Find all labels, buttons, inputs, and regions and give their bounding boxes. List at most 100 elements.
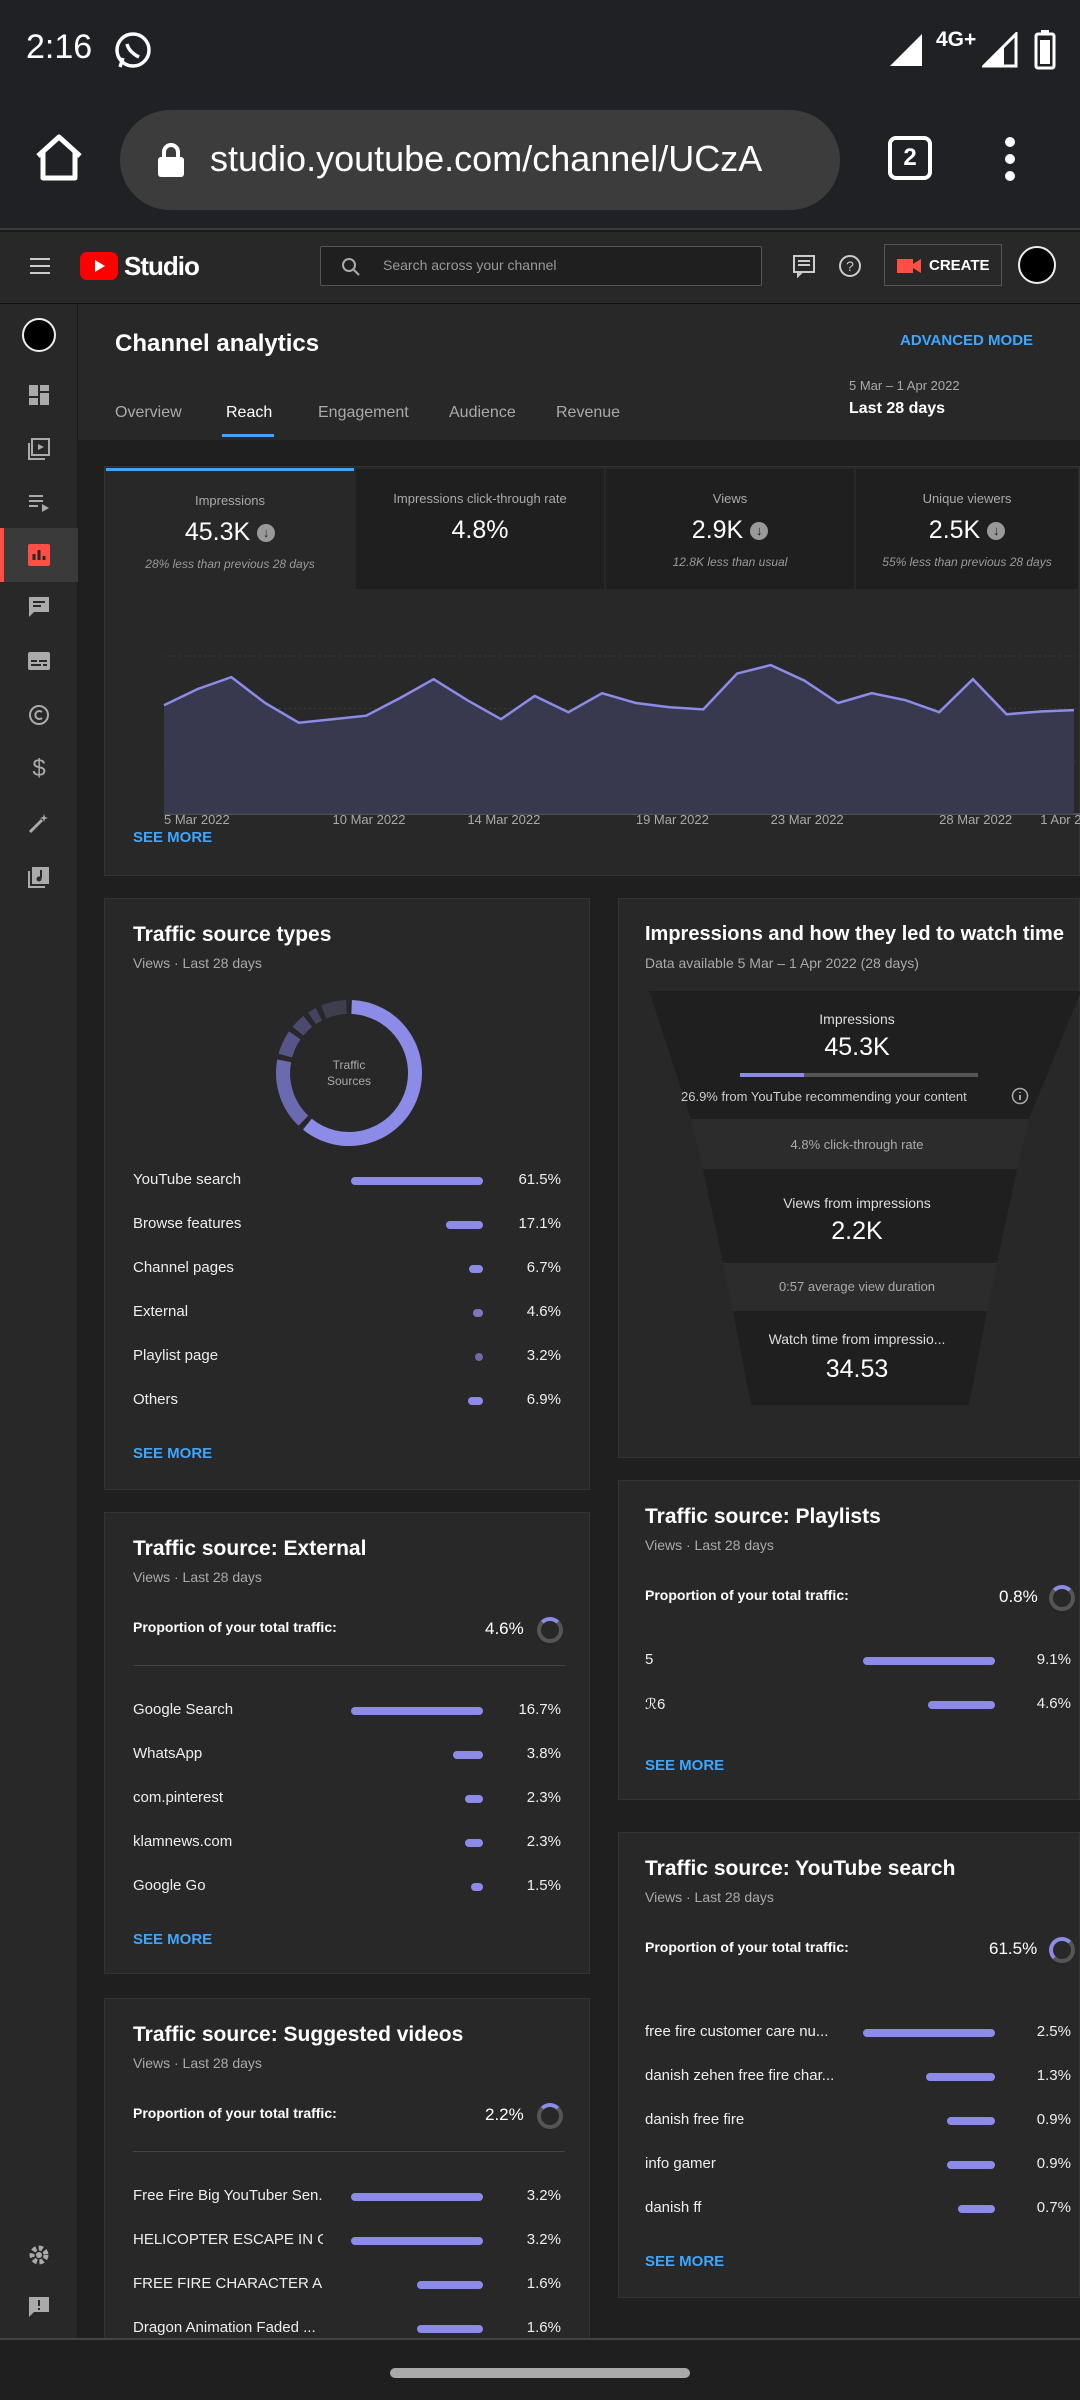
external-source-label[interactable]: WhatsApp bbox=[133, 1745, 203, 1762]
subtitles-icon[interactable] bbox=[22, 644, 56, 678]
browser-toolbar: studio.youtube.com/channel/UCzA 2 bbox=[0, 100, 1080, 230]
traffic-types-see-more[interactable]: SEE MORE bbox=[133, 1445, 213, 1462]
more-options-icon[interactable] bbox=[996, 134, 1024, 184]
funnel-ctr-note: 4.8% click-through rate bbox=[790, 1137, 924, 1152]
create-button[interactable]: CREATE bbox=[884, 244, 1002, 286]
search-term-label[interactable]: danish zehen free fire char... bbox=[645, 2067, 835, 2084]
metric-label: Views bbox=[712, 491, 748, 506]
suggested-video-label[interactable]: Dragon Animation Faded ... bbox=[133, 2319, 316, 2336]
metric-impressions[interactable]: Impressions 45.3K ↓ 28% less than previo… bbox=[106, 468, 354, 588]
x-tick-label: 1 Apr 2... bbox=[1040, 812, 1080, 824]
playlist-label[interactable]: 5 bbox=[645, 1651, 654, 1668]
tab-overview[interactable]: Overview bbox=[115, 404, 182, 421]
arrow-down-icon: ↓ bbox=[257, 524, 276, 543]
external-source-label[interactable]: Google Search bbox=[133, 1701, 234, 1718]
card-title: Traffic source types bbox=[133, 923, 332, 946]
suggested-video-label[interactable]: HELICOPTER ESCAPE IN G... bbox=[133, 2231, 323, 2248]
donut-label-2: Sources bbox=[327, 1074, 371, 1088]
earn-icon[interactable]: $ bbox=[32, 755, 46, 782]
traffic-type-label[interactable]: External bbox=[133, 1303, 189, 1320]
copyright-icon[interactable] bbox=[22, 698, 56, 732]
external-source-label[interactable]: klamnews.com bbox=[133, 1833, 233, 1850]
search-term-label[interactable]: info gamer bbox=[645, 2155, 716, 2172]
url-text[interactable]: studio.youtube.com/channel/UCzA bbox=[210, 138, 763, 179]
settings-icon[interactable] bbox=[22, 2238, 56, 2272]
avatar[interactable] bbox=[1018, 246, 1056, 284]
metric-sub: 55% less than previous 28 days bbox=[882, 555, 1052, 569]
card-title: Traffic source: External bbox=[133, 1537, 367, 1560]
metric-ctr[interactable]: Impressions click-through rate 4.8% bbox=[356, 469, 604, 589]
playlists-icon[interactable] bbox=[22, 486, 56, 520]
suggested-video-label[interactable]: Free Fire Big YouTuber Sen... bbox=[133, 2187, 323, 2204]
external-source-value: 2.3% bbox=[526, 1789, 561, 1806]
funnel-stage-impressions bbox=[649, 991, 1080, 1119]
traffic-donut[interactable]: Traffic Sources bbox=[271, 995, 427, 1151]
funnel-stage-duration bbox=[723, 1263, 997, 1311]
search-see-more[interactable]: SEE MORE bbox=[645, 2253, 725, 2270]
chart-see-more[interactable]: SEE MORE bbox=[133, 829, 213, 846]
proportion-value: 0.8% bbox=[999, 1587, 1038, 1606]
search-term-label[interactable]: danish ff bbox=[645, 2199, 702, 2216]
traffic-type-bar bbox=[446, 1221, 483, 1229]
info-icon[interactable] bbox=[1011, 1087, 1029, 1105]
traffic-type-bar bbox=[468, 1265, 483, 1273]
traffic-type-label[interactable]: Playlist page bbox=[133, 1347, 219, 1364]
suggested-video-label[interactable]: FREE FIRE CHARACTER AB... bbox=[133, 2275, 323, 2292]
proportion-label: Proportion of your total traffic: bbox=[133, 2105, 337, 2121]
tab-revenue[interactable]: Revenue bbox=[556, 404, 621, 421]
metric-unique-viewers[interactable]: Unique viewers 2.5K ↓ 55% less than prev… bbox=[856, 469, 1078, 589]
url-bar[interactable]: studio.youtube.com/channel/UCzA bbox=[120, 110, 840, 210]
search-term-label[interactable]: free fire customer care nu... bbox=[645, 2023, 829, 2040]
comments-icon[interactable] bbox=[22, 590, 56, 624]
external-source-label[interactable]: Google Go bbox=[133, 1877, 206, 1894]
tab-audience[interactable]: Audience bbox=[449, 404, 516, 421]
tab-reach[interactable]: Reach bbox=[226, 404, 273, 421]
channel-avatar[interactable] bbox=[22, 318, 56, 352]
feedback-icon[interactable] bbox=[22, 2290, 56, 2324]
tab-engagement[interactable]: Engagement bbox=[318, 404, 409, 421]
traffic-type-label[interactable]: Channel pages bbox=[133, 1259, 234, 1276]
suggested-video-value: 3.2% bbox=[526, 2187, 561, 2204]
impressions-funnel-card: Impressions and how they led to watch ti… bbox=[618, 898, 1080, 1458]
proportion-value: 2.2% bbox=[485, 2105, 524, 2124]
audio-library-icon[interactable] bbox=[22, 860, 56, 894]
proportion-value: 4.6% bbox=[485, 1619, 524, 1638]
traffic-type-label[interactable]: Others bbox=[133, 1391, 179, 1408]
funnel-stage-watch bbox=[733, 1311, 987, 1405]
date-label[interactable]: Last 28 days bbox=[849, 400, 946, 417]
playlists-source-card: Traffic source: Playlists Views · Last 2… bbox=[618, 1480, 1080, 1800]
suggested-video-value: 1.6% bbox=[526, 2275, 561, 2292]
metric-label: Unique viewers bbox=[922, 491, 1012, 506]
traffic-type-label[interactable]: Browse features bbox=[133, 1215, 242, 1232]
customisation-icon[interactable] bbox=[22, 806, 56, 840]
funnel-duration-note: 0:57 average view duration bbox=[778, 1279, 936, 1294]
suggested-videos-card: Traffic source: Suggested videos Views ·… bbox=[104, 1998, 590, 2338]
suggested-video-bar bbox=[417, 2281, 483, 2289]
playlists-see-more[interactable]: SEE MORE bbox=[645, 1757, 725, 1774]
home-icon[interactable] bbox=[32, 132, 86, 182]
menu-icon[interactable] bbox=[28, 256, 52, 276]
metric-views[interactable]: Views 2.9K ↓ 12.8K less than usual bbox=[606, 469, 854, 589]
traffic-type-label[interactable]: YouTube search bbox=[133, 1171, 242, 1188]
external-see-more[interactable]: SEE MORE bbox=[133, 1931, 213, 1948]
gesture-handle[interactable] bbox=[390, 2368, 690, 2378]
sidebar-item-analytics[interactable] bbox=[0, 528, 78, 582]
external-source-bar bbox=[351, 1707, 483, 1715]
search-input[interactable]: Search across your channel bbox=[320, 246, 762, 286]
date-range[interactable]: 5 Mar – 1 Apr 2022 bbox=[849, 378, 960, 393]
arrow-down-icon: ↓ bbox=[987, 522, 1006, 541]
tab-switcher-button[interactable]: 2 bbox=[888, 136, 932, 180]
metric-label: Impressions bbox=[194, 493, 266, 508]
external-source-label[interactable]: com.pinterest bbox=[133, 1789, 224, 1806]
advanced-mode-link[interactable]: ADVANCED MODE bbox=[900, 332, 1034, 349]
card-title: Impressions and how they led to watch ti… bbox=[645, 923, 1064, 945]
playlist-label[interactable]: ℛ6 bbox=[645, 1696, 666, 1713]
content-icon[interactable] bbox=[22, 432, 56, 466]
create-label: CREATE bbox=[929, 257, 990, 274]
search-term-label[interactable]: danish free fire bbox=[645, 2111, 745, 2128]
dashboard-icon[interactable] bbox=[22, 378, 56, 412]
messages-icon[interactable] bbox=[792, 254, 816, 278]
search-term-bar bbox=[958, 2205, 995, 2213]
help-icon[interactable]: ? bbox=[838, 254, 862, 278]
